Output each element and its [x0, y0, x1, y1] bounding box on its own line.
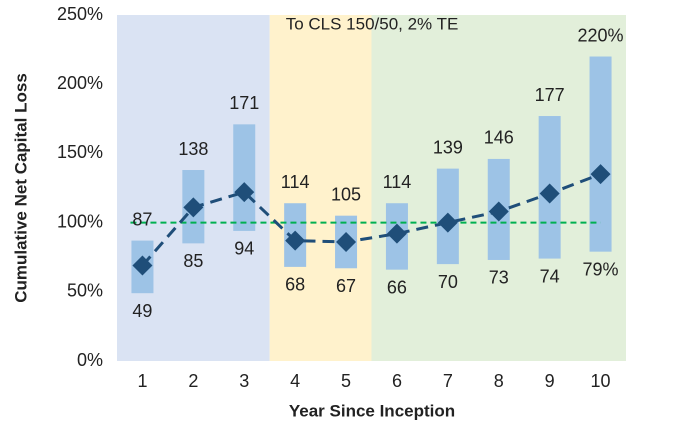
high-label: 171 [229, 93, 259, 113]
low-label: 79% [583, 259, 619, 279]
high-label: 105 [331, 184, 361, 204]
x-tick-label: 8 [494, 371, 504, 391]
low-label: 67 [336, 276, 356, 296]
high-label: 114 [281, 172, 310, 192]
y-tick-label: 150% [57, 142, 103, 162]
y-tick-label: 250% [57, 4, 103, 24]
median-marker [539, 183, 560, 204]
low-label: 68 [285, 275, 305, 295]
high-label: 220% [578, 25, 624, 45]
x-tick-label: 2 [188, 371, 198, 391]
x-tick-label: 1 [137, 371, 147, 391]
low-label: 85 [183, 251, 203, 271]
median-marker [437, 212, 458, 233]
median-line [141, 172, 602, 267]
y-tick-label: 200% [57, 73, 103, 93]
x-tick-label: 9 [545, 371, 555, 391]
range-bar [589, 56, 612, 252]
median-marker [336, 231, 357, 252]
x-tick-label: 6 [392, 371, 402, 391]
y-tick-label: 100% [57, 211, 103, 231]
low-label: 70 [438, 272, 458, 292]
x-tick-label: 4 [290, 371, 300, 391]
median-marker [488, 201, 509, 222]
median-marker [590, 164, 611, 185]
median-marker [386, 223, 407, 244]
y-tick-label: 0% [77, 350, 103, 370]
x-tick-label: 10 [591, 371, 611, 391]
high-label: 177 [535, 85, 565, 105]
high-label: 87 [132, 209, 152, 229]
background-bands [117, 15, 626, 361]
x-axis-title: Year Since Inception [289, 401, 455, 420]
x-tick-label: 3 [239, 371, 249, 391]
annotation: To CLS 150/50, 2% TE [286, 14, 459, 33]
x-tick-label: 7 [443, 371, 453, 391]
high-label: 114 [383, 172, 412, 192]
y-axis-title: Cumulative Net Capital Loss [11, 73, 30, 303]
median-marker [132, 255, 153, 276]
low-label: 73 [489, 268, 509, 288]
range-bar [233, 124, 256, 231]
x-tick-label: 5 [341, 371, 351, 391]
low-label: 49 [132, 301, 152, 321]
y-tick-label: 50% [67, 281, 103, 301]
low-label: 94 [234, 239, 254, 259]
median-marker [183, 197, 204, 218]
median-marker [285, 230, 306, 251]
low-label: 66 [387, 277, 407, 297]
high-label: 138 [178, 139, 208, 159]
low-label: 74 [540, 266, 560, 286]
high-label: 139 [433, 137, 463, 157]
median-marker [234, 182, 255, 203]
high-label: 146 [484, 128, 514, 148]
background-band [269, 15, 372, 361]
